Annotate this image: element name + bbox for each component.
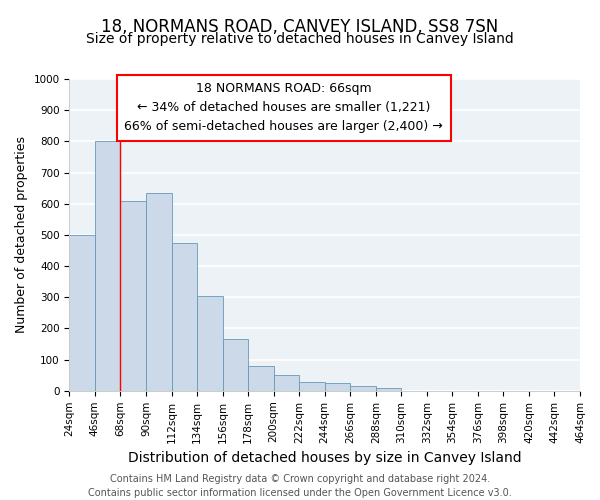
Bar [70, 235, 95, 391]
X-axis label: Distribution of detached houses by size in Canvey Island: Distribution of detached houses by size … [128, 451, 521, 465]
Bar [95, 142, 121, 391]
Bar [172, 242, 197, 391]
Bar [325, 383, 350, 391]
Bar [223, 340, 248, 391]
Y-axis label: Number of detached properties: Number of detached properties [15, 136, 28, 334]
Text: 18, NORMANS ROAD, CANVEY ISLAND, SS8 7SN: 18, NORMANS ROAD, CANVEY ISLAND, SS8 7SN [101, 18, 499, 36]
Bar [248, 366, 274, 391]
Text: 18 NORMANS ROAD: 66sqm
← 34% of detached houses are smaller (1,221)
66% of semi-: 18 NORMANS ROAD: 66sqm ← 34% of detached… [124, 82, 443, 133]
Text: Size of property relative to detached houses in Canvey Island: Size of property relative to detached ho… [86, 32, 514, 46]
Bar [146, 193, 172, 391]
Bar [299, 382, 325, 391]
Bar [376, 388, 401, 391]
Text: Contains HM Land Registry data © Crown copyright and database right 2024.
Contai: Contains HM Land Registry data © Crown c… [88, 474, 512, 498]
Bar [121, 200, 146, 391]
Bar [274, 375, 299, 391]
Bar [197, 296, 223, 391]
Bar [350, 386, 376, 391]
